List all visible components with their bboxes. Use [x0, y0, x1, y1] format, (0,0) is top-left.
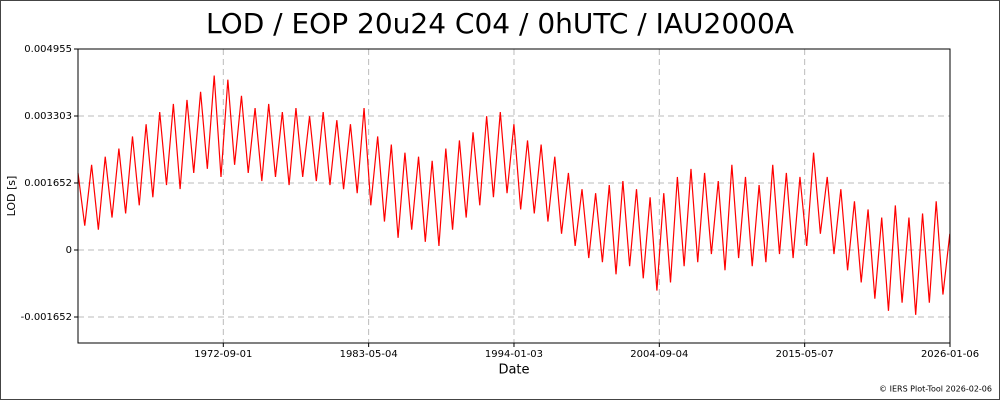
footer: © IERS Plot-Tool 2026-02-06 [879, 385, 992, 394]
x-tick-label: 2004-09-04 [630, 349, 688, 360]
plot-border [77, 48, 951, 344]
y-tick-label: -0.001652 [21, 312, 72, 323]
x-tick-label: 2015-05-07 [776, 349, 834, 360]
y-tick-label: 0.004955 [24, 44, 72, 55]
y-tick-label: 0.001652 [24, 178, 72, 189]
data-line [77, 75, 951, 315]
chart-title: LOD / EOP 20u24 C04 / 0hUTC / IAU2000A [206, 7, 794, 40]
y-tick-label: 0 [66, 245, 72, 256]
x-tick-label: 1972-09-01 [194, 349, 252, 360]
y-axis-label: LOD [s] [5, 176, 18, 217]
x-tick-label: 2026-01-06 [921, 349, 979, 360]
y-tick-label: 0.003303 [24, 111, 72, 122]
x-axis-label: Date [498, 363, 529, 378]
x-tick-label: 1994-01-03 [485, 349, 543, 360]
x-tick-label: 1983-05-04 [340, 349, 398, 360]
